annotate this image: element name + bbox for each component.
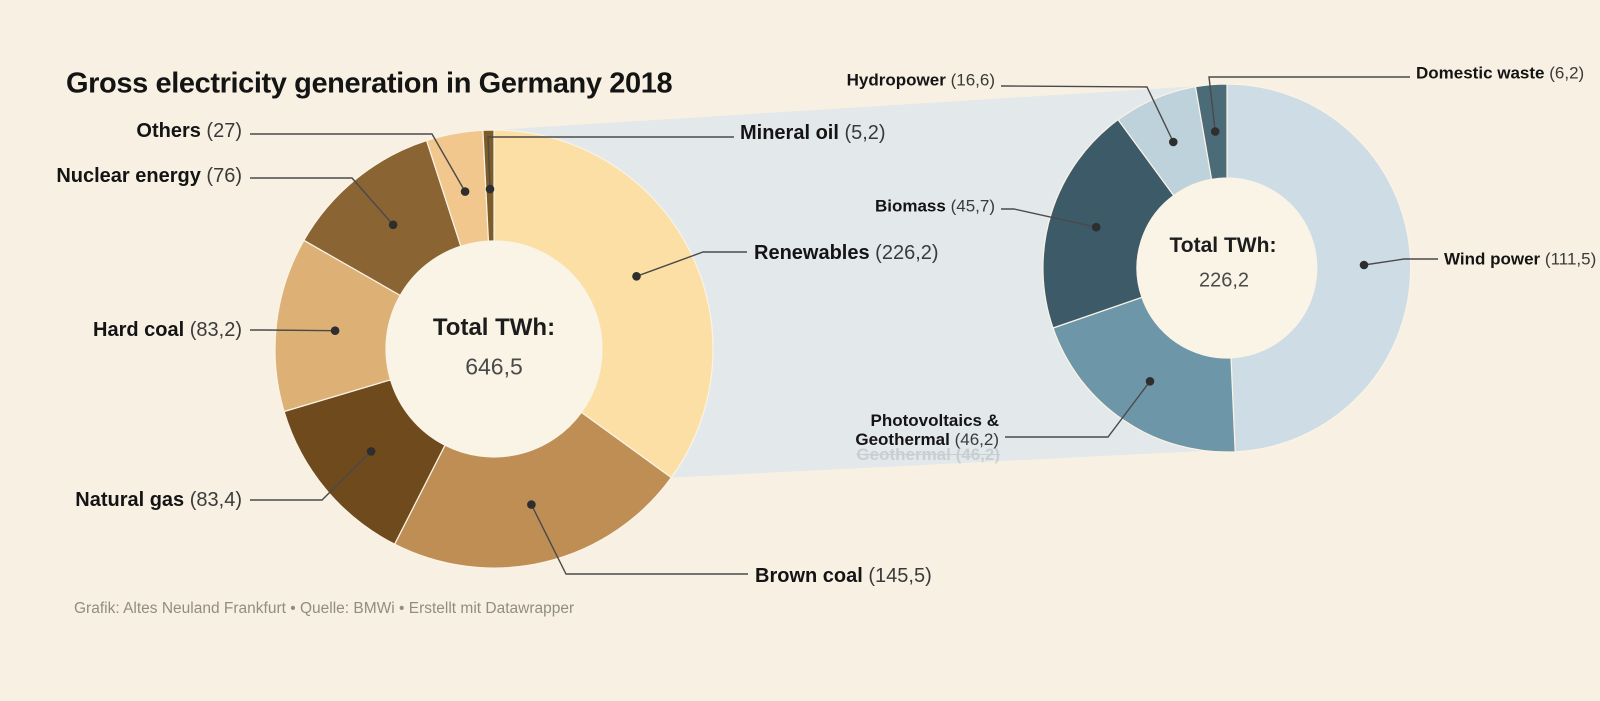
donut-hole xyxy=(1137,178,1317,358)
leader-line-natural-gas xyxy=(250,450,372,501)
slice-value: (226,2) xyxy=(875,241,939,264)
right-donut-center-title: Total TWh: xyxy=(1169,234,1277,257)
slice-value: (27) xyxy=(206,119,242,142)
leader-dot-biomass xyxy=(1091,222,1101,232)
leader-dot-brown-coal xyxy=(527,500,536,509)
leader-dot-photovoltaics-geothermal xyxy=(1145,377,1155,386)
label-nuclear-energy: Nuclear energy (76) xyxy=(56,165,242,187)
slice-value: (16,6) xyxy=(950,70,995,90)
slice-name: Mineral oil xyxy=(740,121,839,144)
slice-value: (6,2) xyxy=(1549,63,1585,83)
slice-name: Renewables xyxy=(754,241,870,264)
slice-value: (83,2) xyxy=(189,318,242,341)
leader-dot-hydropower xyxy=(1169,137,1178,147)
slice-name: Wind power xyxy=(1444,249,1541,269)
zoom-band xyxy=(494,86,1207,478)
leader-dot-others xyxy=(460,187,470,196)
label-hard-coal: Hard coal (83,2) xyxy=(93,319,242,341)
slice-name: Hydropower xyxy=(846,70,946,90)
slice-name: Hard coal xyxy=(93,318,185,341)
leader-dot-hard-coal xyxy=(330,326,340,336)
label-wind-power: Wind power (111,5) xyxy=(1444,249,1596,268)
label-others: Others (27) xyxy=(136,120,242,142)
slice-name: Biomass xyxy=(874,196,946,216)
label-natural-gas: Natural gas (83,4) xyxy=(75,489,242,511)
leader-dot-nuclear-energy xyxy=(388,220,398,230)
slice-value: (111,5) xyxy=(1544,249,1597,269)
leader-line-others xyxy=(250,133,466,192)
slice-name: Domestic waste xyxy=(1416,63,1545,83)
slice-value: (45,7) xyxy=(950,196,995,216)
leader-line-renewables xyxy=(636,251,747,277)
slice-value: (145,5) xyxy=(868,564,932,587)
slice-value: (46,2) xyxy=(954,430,999,449)
left-donut-center-title: Total TWh: xyxy=(432,314,556,341)
label-mineral-oil: Mineral oil (5,2) xyxy=(740,122,886,144)
label-hydropower: Hydropower (16,6) xyxy=(847,70,995,89)
label-domestic-waste: Domestic waste (6,2) xyxy=(1416,63,1584,82)
slice-value: (76) xyxy=(206,164,242,187)
donut-hole xyxy=(386,241,602,457)
page-title: Gross electricity generation in Germany … xyxy=(66,67,673,100)
slice-value: (83,4) xyxy=(189,488,242,511)
leader-dot-mineral-oil xyxy=(485,184,495,194)
leader-dot-domestic-waste xyxy=(1210,127,1220,136)
slice-name: Others xyxy=(136,119,201,142)
label-photovoltaics-geothermal: Photovoltaics & Geothermal (46,2) xyxy=(855,411,999,449)
leader-line-mineral-oil xyxy=(487,136,734,190)
leader-line-domestic-waste xyxy=(1208,76,1410,132)
ghost-label: Geothermal (46,2) xyxy=(856,445,1000,464)
leader-line-photovoltaics-geothermal xyxy=(1005,380,1151,438)
leader-dot-natural-gas xyxy=(366,447,376,456)
left-donut-center-value: 646,5 xyxy=(465,353,523,380)
label-brown-coal: Brown coal (145,5) xyxy=(755,565,932,587)
leader-line-wind-power xyxy=(1363,258,1438,266)
slice-name-line1: Photovoltaics & xyxy=(870,410,999,430)
label-biomass: Biomass (45,7) xyxy=(875,196,995,215)
slice-name: Nuclear energy xyxy=(56,164,201,187)
leader-line-brown-coal xyxy=(530,504,748,575)
slice-name-line2: Geothermal xyxy=(855,430,950,449)
leader-line-nuclear-energy xyxy=(250,177,394,226)
right-donut-center-value: 226,2 xyxy=(1198,269,1250,292)
leader-line-hydropower xyxy=(1000,85,1174,143)
label-renewables: Renewables (226,2) xyxy=(754,242,939,264)
leader-line-biomass xyxy=(1001,208,1097,228)
slice-value: (5,2) xyxy=(844,121,886,144)
footer-credit: Grafik: Altes Neuland Frankfurt • Quelle… xyxy=(74,600,575,617)
leader-line-hard-coal xyxy=(250,329,336,332)
slice-name: Natural gas xyxy=(75,488,185,511)
leader-dot-renewables xyxy=(632,272,641,281)
leader-dot-wind-power xyxy=(1359,260,1369,270)
slice-name: Brown coal xyxy=(755,564,863,587)
